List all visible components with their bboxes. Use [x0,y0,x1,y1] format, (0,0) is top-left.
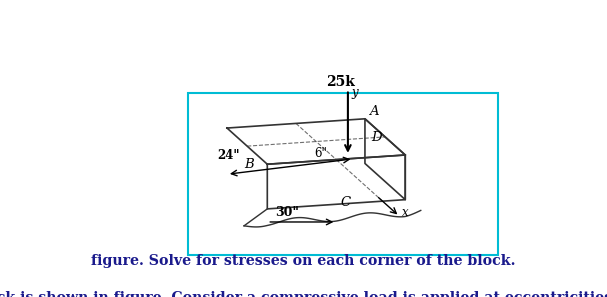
Text: x: x [402,206,409,219]
Text: Q# A block is shown in figure. Consider a compressive load is applied at eccentr: Q# A block is shown in figure. Consider … [0,291,607,297]
Text: y: y [351,86,358,99]
Text: 6": 6" [314,146,327,159]
Text: figure. Solve for stresses on each corner of the block.: figure. Solve for stresses on each corne… [91,254,516,268]
Text: 25k: 25k [326,75,355,89]
Text: 30": 30" [275,206,299,219]
Text: 24": 24" [217,149,239,162]
Text: B: B [244,158,254,171]
Text: A: A [369,105,378,118]
Text: D: D [371,131,382,144]
Text: C: C [340,196,350,209]
